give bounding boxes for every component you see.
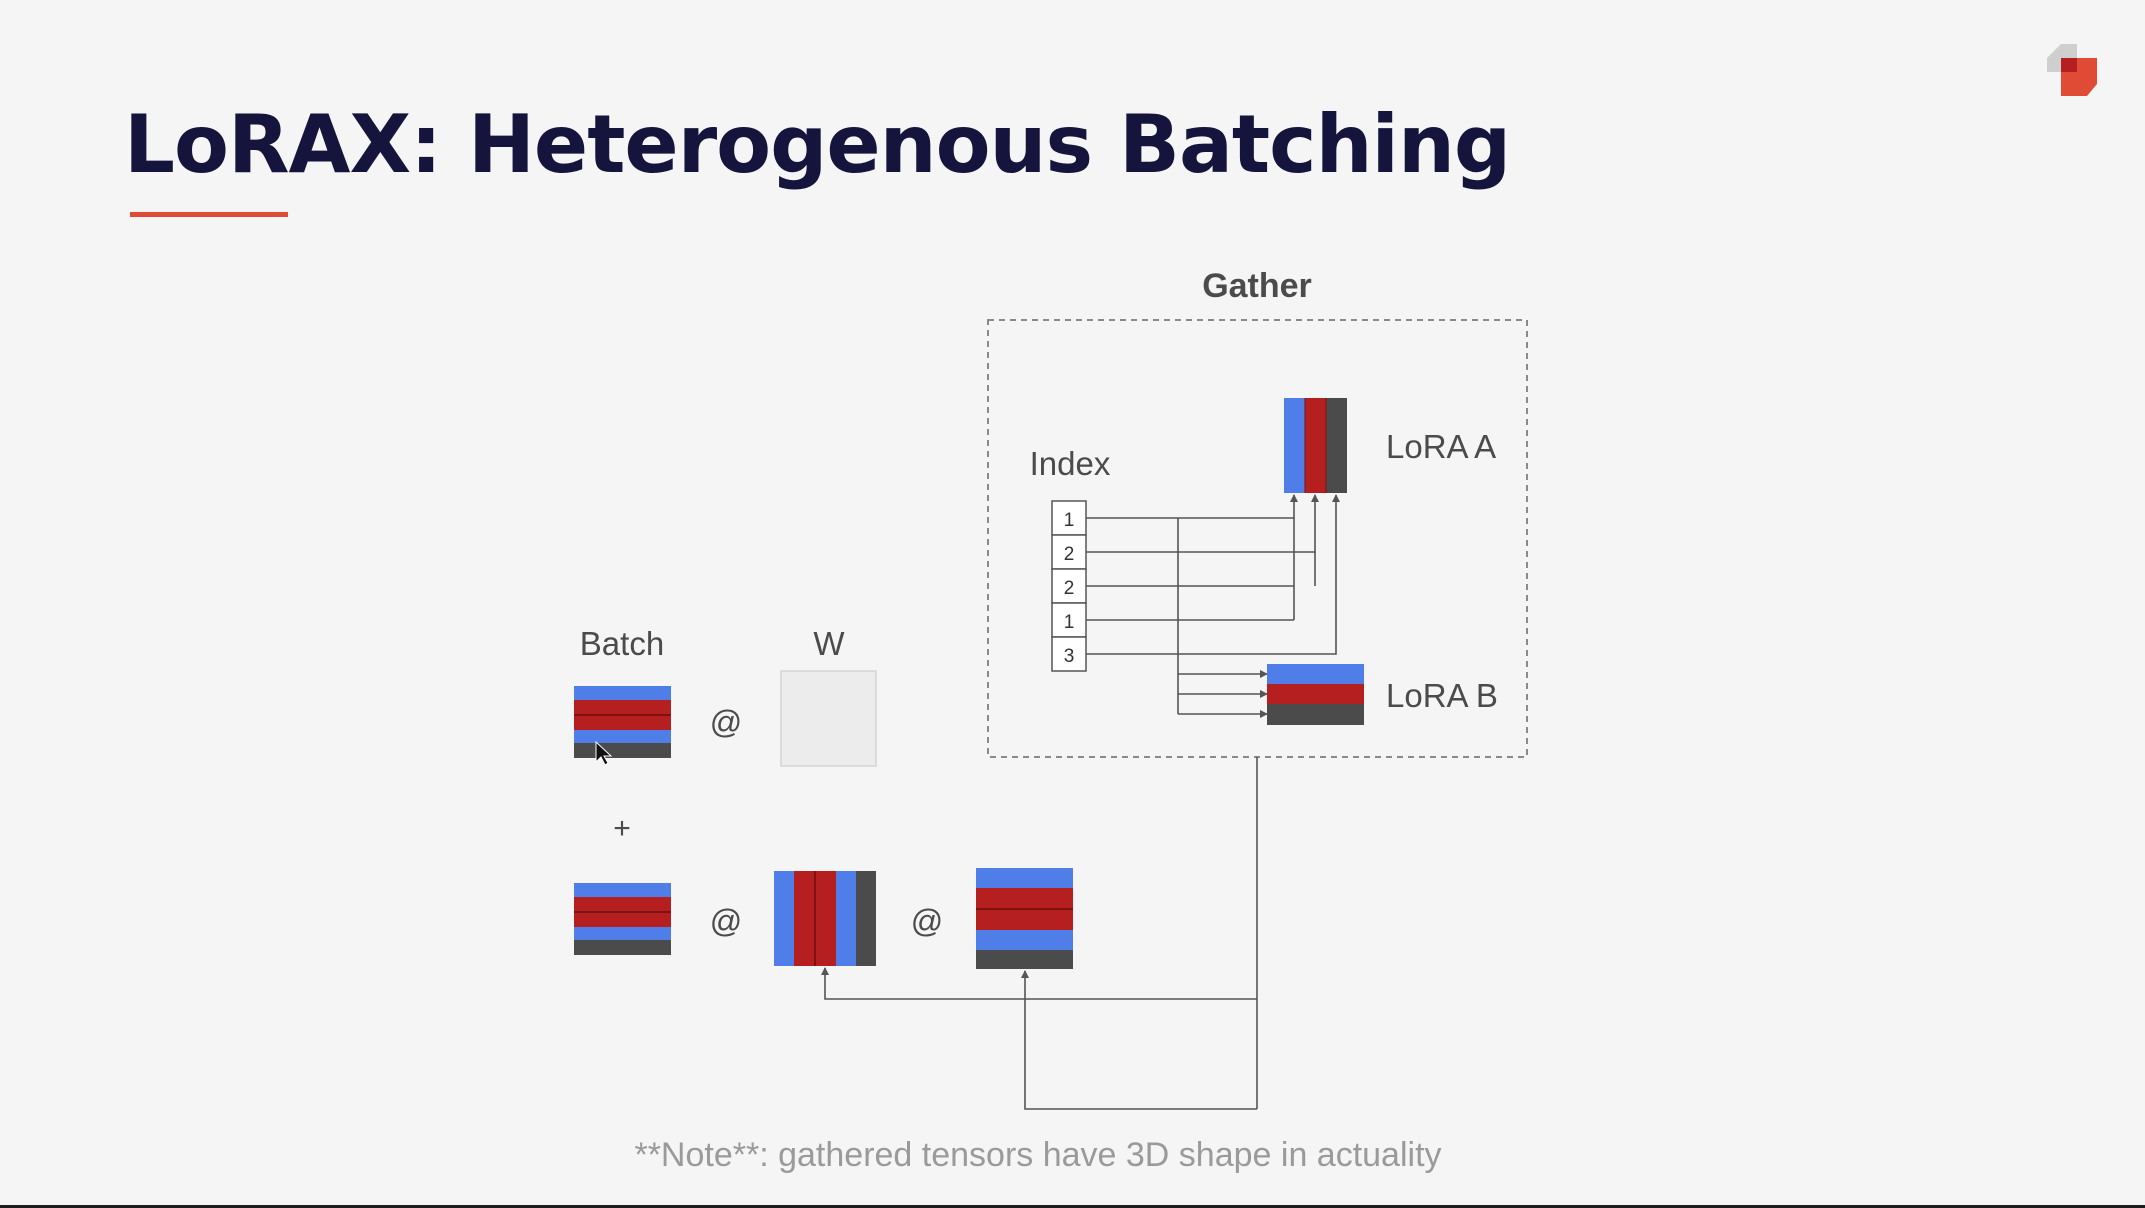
gather-output-connectors — [821, 757, 1258, 1110]
plus-symbol: + — [613, 812, 631, 845]
bottom-edge-bar — [0, 1205, 2145, 1208]
weight-matrix — [780, 670, 877, 767]
batch-label: Batch — [580, 625, 664, 662]
brand-logo-icon — [2047, 44, 2097, 96]
index-label: Index — [1030, 445, 1111, 482]
index-cell — [1051, 500, 1087, 536]
index-value: 1 — [1064, 612, 1075, 633]
slide-title: LoRAX: Heterogenous Batching — [124, 98, 1511, 191]
index-connectors — [1086, 494, 1340, 718]
gathered-lora-b-tensor — [976, 868, 1073, 969]
batch-tensor — [574, 686, 671, 758]
index-value: 2 — [1064, 578, 1075, 599]
index-cell — [1051, 534, 1087, 570]
matmul-symbol: @ — [710, 903, 742, 939]
index-cell — [1051, 602, 1087, 638]
title-underline — [130, 212, 288, 217]
shape-note: **Note**: gathered tensors have 3D shape… — [634, 1136, 1441, 1174]
lora-a-label: LoRA A — [1386, 428, 1496, 465]
index-table: 1 2 2 1 3 — [1051, 500, 1087, 672]
mouse-cursor-icon — [595, 740, 613, 766]
lora-b-tensor — [1267, 664, 1364, 725]
lora-a-tensor — [1284, 398, 1347, 493]
weight-label: W — [813, 625, 845, 662]
lora-b-label: LoRA B — [1386, 677, 1498, 714]
index-value: 3 — [1064, 646, 1075, 667]
index-cell — [1051, 636, 1087, 672]
gather-label: Gather — [1202, 267, 1312, 305]
matmul-symbol: @ — [911, 903, 943, 939]
batch-tensor-copy — [574, 883, 671, 955]
index-value: 1 — [1064, 510, 1075, 531]
gathered-lora-a-tensor — [774, 871, 876, 966]
matmul-symbol: @ — [710, 704, 742, 740]
index-value: 2 — [1064, 544, 1075, 565]
